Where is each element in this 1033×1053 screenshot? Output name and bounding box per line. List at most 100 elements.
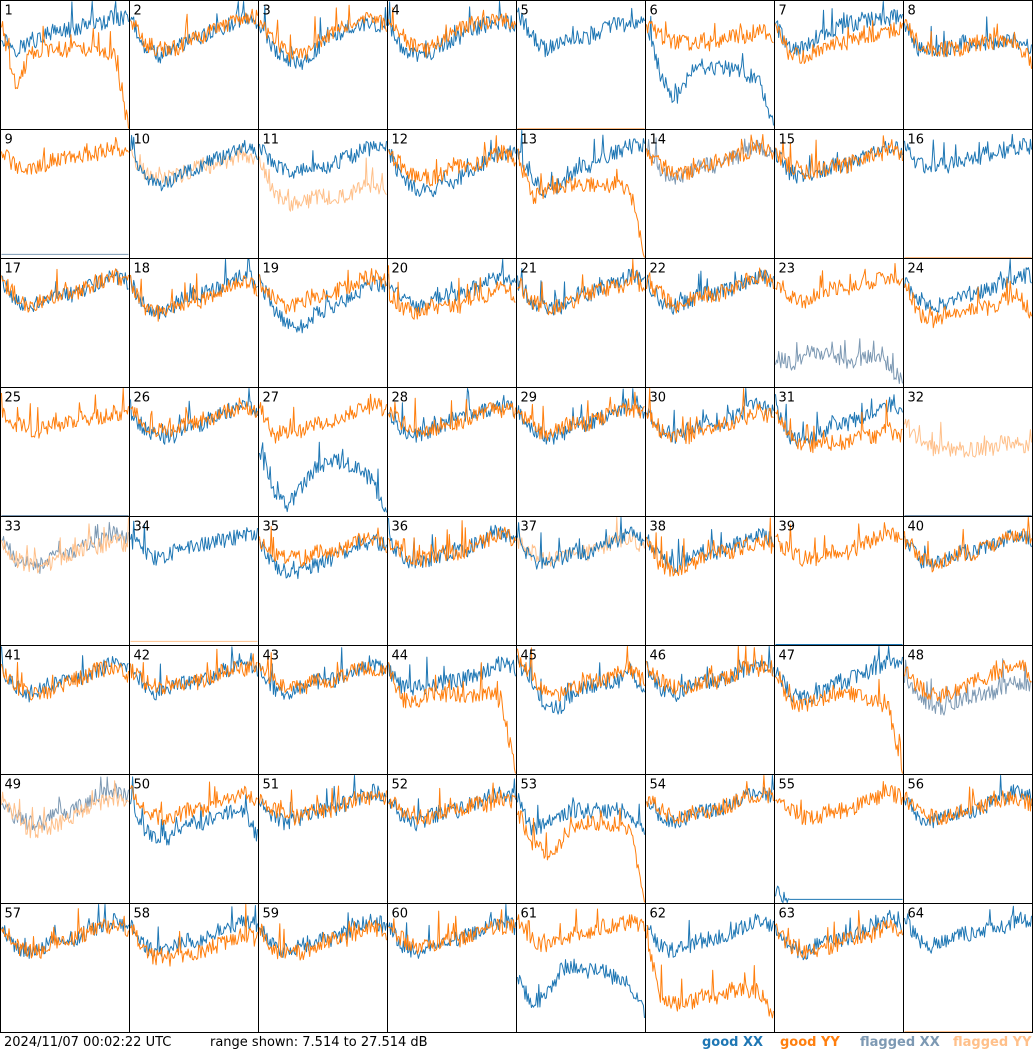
trace-yy-good xyxy=(904,278,1032,329)
panel-label: 6 xyxy=(650,4,658,19)
trace-yy-good xyxy=(1,21,129,129)
panel-frame xyxy=(0,774,130,904)
trace-xx-good xyxy=(1,269,129,312)
panel-59: 59 xyxy=(258,903,388,1033)
trace-xx-good xyxy=(517,958,645,1018)
trace-xx-good xyxy=(517,793,645,836)
panel-15: 15 xyxy=(774,129,904,259)
panel-35: 35 xyxy=(258,516,388,646)
panel-14: 14 xyxy=(645,129,775,259)
panel-frame xyxy=(645,516,775,646)
trace-yy-good xyxy=(775,135,903,180)
panel-label: 63 xyxy=(779,907,796,922)
trace-xx-good xyxy=(904,133,1032,174)
panel-63: 63 xyxy=(774,903,904,1033)
panel-frame xyxy=(258,258,388,388)
panel-label: 34 xyxy=(134,520,151,535)
trace-yy-good xyxy=(259,525,387,567)
panel-frame xyxy=(0,387,130,517)
panel-54: 54 xyxy=(645,774,775,904)
panel-label: 9 xyxy=(5,133,13,148)
panel-frame xyxy=(903,0,1033,130)
trace-yy-good xyxy=(775,263,903,309)
panel-4: 4 xyxy=(387,0,517,130)
trace-yy-good xyxy=(130,904,258,967)
panel-frame xyxy=(774,516,904,646)
panel-label: 46 xyxy=(650,649,667,664)
trace-xx-good xyxy=(517,7,645,58)
panel-52: 52 xyxy=(387,774,517,904)
panel-label: 52 xyxy=(392,778,409,793)
trace-yy-good xyxy=(259,393,387,444)
panel-37: 37 xyxy=(516,516,646,646)
trace-yy-good xyxy=(775,910,903,960)
trace-yy-good xyxy=(259,268,387,315)
trace-xx-good xyxy=(904,905,1032,954)
trace-yy-good xyxy=(517,908,645,953)
trace-xx-good xyxy=(259,140,387,179)
panel-frame xyxy=(516,774,646,904)
trace-yy-good xyxy=(517,807,645,903)
panel-frame xyxy=(774,387,904,517)
panel-frame xyxy=(645,903,775,1033)
range-label: range shown: 7.514 to 27.514 dB xyxy=(210,1035,428,1050)
panel-label: 51 xyxy=(263,778,280,793)
panel-label: 20 xyxy=(392,262,409,277)
panel-9: 9 xyxy=(0,129,130,259)
panel-label: 43 xyxy=(263,649,280,664)
trace-xx-good xyxy=(388,656,516,696)
panel-7: 7 xyxy=(774,0,904,130)
panel-label: 27 xyxy=(263,391,280,406)
trace-yy-good xyxy=(904,786,1032,826)
panel-label: 33 xyxy=(5,520,22,535)
panel-6: 6 xyxy=(645,0,775,130)
panel-27: 27 xyxy=(258,387,388,517)
panel-22: 22 xyxy=(645,258,775,388)
panel-frame xyxy=(0,645,130,775)
panel-13: 13 xyxy=(516,129,646,259)
panel-18: 18 xyxy=(129,258,259,388)
trace-xx-good xyxy=(1,1,129,58)
panel-3: 3 xyxy=(258,0,388,130)
trace-xx-good xyxy=(646,388,774,444)
panel-51: 51 xyxy=(258,774,388,904)
panel-25: 25 xyxy=(0,387,130,517)
panel-label: 40 xyxy=(908,520,925,535)
panel-label: 7 xyxy=(779,4,787,19)
trace-yy-good xyxy=(517,148,645,258)
panel-frame xyxy=(903,516,1033,646)
trace-yy-good xyxy=(130,781,258,826)
panel-61: 61 xyxy=(516,903,646,1033)
panel-label: 2 xyxy=(134,4,142,19)
panel-frame xyxy=(387,0,517,130)
panel-frame xyxy=(903,387,1033,517)
panel-46: 46 xyxy=(645,645,775,775)
panel-frame xyxy=(258,387,388,517)
panel-frame xyxy=(129,516,259,646)
panel-44: 44 xyxy=(387,645,517,775)
panel-label: 36 xyxy=(392,520,409,535)
panel-frame xyxy=(129,258,259,388)
trace-xx-good xyxy=(775,646,903,706)
trace-yy-good xyxy=(517,259,645,316)
trace-xx-flagged xyxy=(1,776,129,831)
trace-yy-good xyxy=(646,646,774,695)
panel-47: 47 xyxy=(774,645,904,775)
panel-label: 30 xyxy=(650,391,667,406)
trace-xx-flagged xyxy=(904,658,1032,716)
panel-label: 64 xyxy=(908,907,925,922)
trace-yy-good xyxy=(388,782,516,825)
panel-label: 17 xyxy=(5,262,22,277)
panel-42: 42 xyxy=(129,645,259,775)
panel-label: 38 xyxy=(650,520,667,535)
panel-label: 45 xyxy=(521,649,538,664)
panel-label: 61 xyxy=(521,907,538,922)
panel-frame xyxy=(774,903,904,1033)
panel-11: 11 xyxy=(258,129,388,259)
panel-1: 1 xyxy=(0,0,130,130)
panel-label: 26 xyxy=(134,391,151,406)
trace-xx-good xyxy=(517,517,645,570)
panel-16: 16 xyxy=(903,129,1033,259)
panel-frame xyxy=(516,516,646,646)
trace-yy-good xyxy=(646,517,774,577)
